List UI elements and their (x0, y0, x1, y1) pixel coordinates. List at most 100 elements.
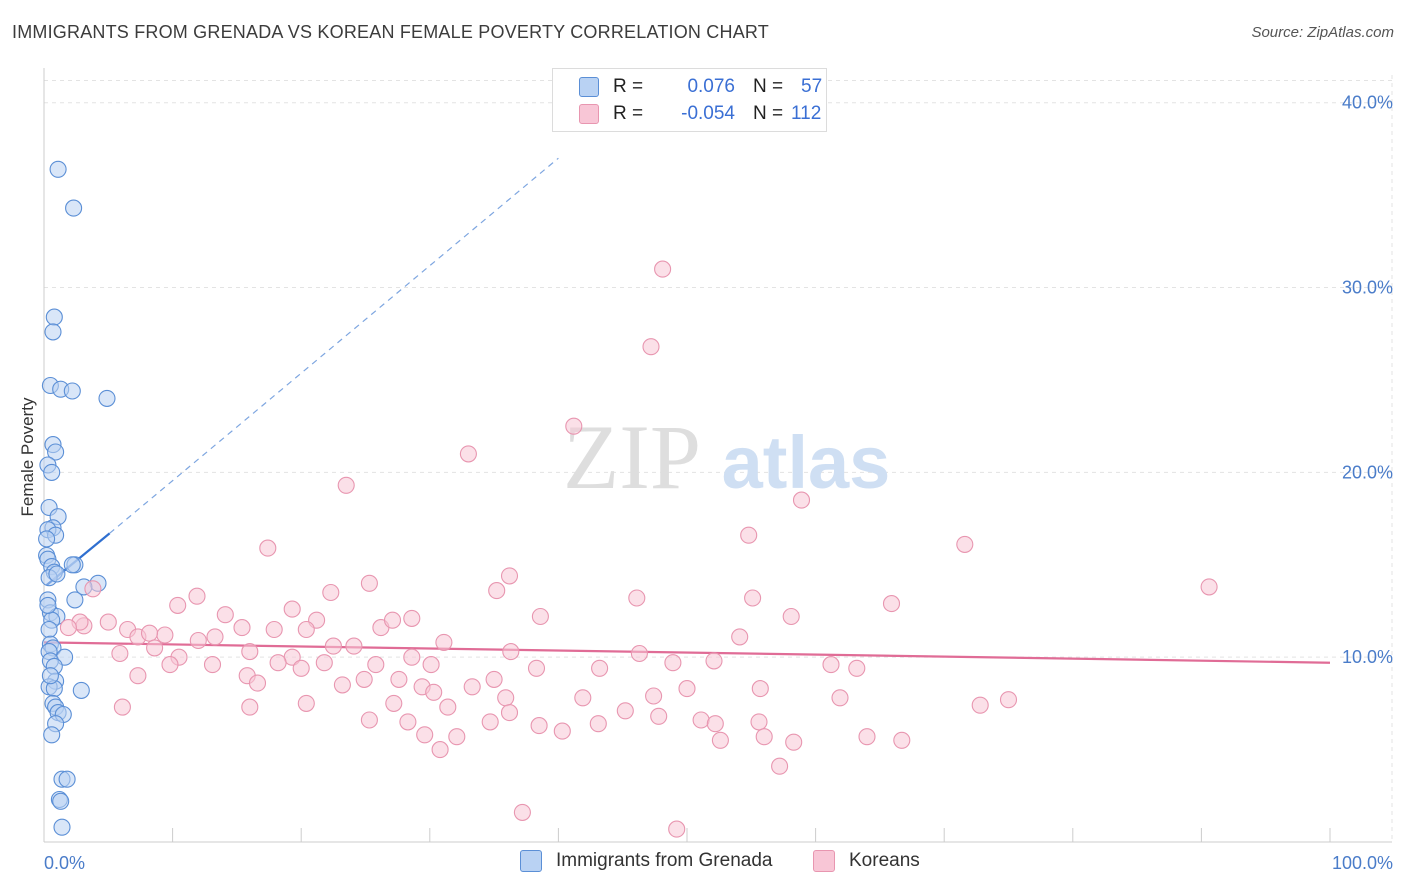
korean-point (385, 694, 403, 712)
korean-point (1200, 578, 1218, 596)
korean-point (848, 659, 866, 677)
korean-point (241, 698, 259, 716)
korean-point (574, 689, 592, 707)
korean-point (297, 620, 315, 639)
korean-point (259, 539, 277, 557)
y-tick-label: 30.0% (1342, 278, 1393, 298)
korean-point (531, 607, 549, 626)
korean-point (731, 628, 749, 646)
grenada-point (98, 389, 116, 407)
korean-point (463, 678, 481, 696)
y-tick-label: 20.0% (1342, 462, 1393, 482)
legend-n-value: 57 (801, 76, 823, 97)
grenada-point (41, 667, 59, 685)
korean-point (111, 644, 129, 663)
watermark-zip: ZIP (563, 406, 701, 508)
korean-point (322, 583, 340, 602)
korean-point (893, 731, 911, 749)
korean-point (216, 606, 234, 624)
legend-item-koreans: Koreans (813, 850, 920, 872)
korean-point (785, 733, 803, 751)
korean-point (711, 731, 729, 749)
korean-trend-line (43, 641, 1331, 664)
korean-point (750, 713, 768, 731)
korean-point (616, 702, 634, 720)
legend-r-value: -0.054 (681, 103, 735, 124)
korean-point (233, 619, 251, 637)
korean-point (265, 620, 283, 639)
grenada-point (48, 565, 66, 583)
grenada-point (63, 382, 81, 400)
korean-point (668, 820, 686, 838)
source-credit: Source: ZipAtlas.com (1251, 24, 1394, 41)
korean-point (589, 715, 607, 733)
grenada-point (47, 443, 65, 461)
legend-r-label: R = (613, 103, 644, 124)
korean-point (497, 689, 515, 707)
korean-point (390, 670, 408, 688)
korean-point (628, 589, 646, 607)
korean-point (439, 698, 457, 716)
korean-point (530, 717, 548, 735)
legend-r-label: R = (613, 76, 644, 97)
korean-point (459, 445, 477, 463)
grenada-trend-extension (109, 157, 559, 534)
korean-point (751, 680, 769, 698)
korean-point (502, 643, 520, 661)
korean-point (999, 691, 1018, 709)
y-tick-label: 10.0% (1342, 647, 1393, 667)
korean-point (513, 803, 531, 821)
korean-point (650, 707, 668, 725)
korean-point (59, 619, 77, 637)
korean-point (169, 596, 187, 614)
korean-point (431, 741, 449, 759)
axes (43, 68, 1392, 843)
legend-row-grenada: R = 0.076 N = 57 (553, 74, 822, 100)
korean-point (337, 476, 355, 494)
grenada-point (65, 199, 83, 217)
grenada-point (44, 323, 62, 341)
korean-point (645, 687, 663, 705)
korean-point (956, 535, 974, 553)
korean-point (642, 338, 660, 356)
legend-n-value: 112 (791, 103, 822, 124)
korean-point (345, 637, 363, 655)
legend-r-value: 0.076 (687, 76, 735, 97)
korean-point (203, 656, 222, 674)
korean-point (297, 694, 315, 712)
legend-swatch-pink (813, 850, 835, 872)
korean-point (448, 728, 466, 746)
korean-point (129, 667, 147, 685)
x-tick-label: 100.0% (1332, 853, 1393, 873)
legend-label-grenada: Immigrants from Grenada (556, 850, 773, 871)
korean-point (140, 624, 159, 642)
korean-point (882, 595, 901, 613)
korean-point (315, 654, 333, 672)
korean-point (269, 654, 287, 672)
korean-point (399, 713, 417, 731)
watermark: ZIP atlas (563, 406, 890, 508)
korean-point (188, 587, 206, 605)
series-legend: Immigrants from Grenada Koreans (0, 850, 1406, 878)
korean-point (425, 683, 443, 701)
korean-point (161, 656, 179, 674)
grenada-point (38, 530, 56, 548)
tick-labels: 10.0% 20.0% 30.0% 40.0% 0.0% 100.0% (44, 93, 1393, 873)
chart-title: IMMIGRANTS FROM GRENADA VS KOREAN FEMALE… (12, 22, 769, 42)
korean-point (383, 611, 402, 629)
korean-point (705, 652, 723, 670)
grenada-point (43, 463, 61, 481)
korean-point (355, 670, 373, 688)
korean-point (189, 631, 207, 650)
legend-n-label: N = (753, 76, 784, 97)
korean-point (553, 722, 571, 740)
korean-point (654, 260, 672, 278)
korean-point (706, 715, 724, 733)
korean-point (678, 680, 696, 698)
legend-swatch-blue (520, 850, 542, 872)
korean-point (792, 491, 811, 509)
korean-point (241, 643, 259, 661)
korean-point (99, 613, 117, 631)
legend-swatch-pink (579, 104, 599, 124)
